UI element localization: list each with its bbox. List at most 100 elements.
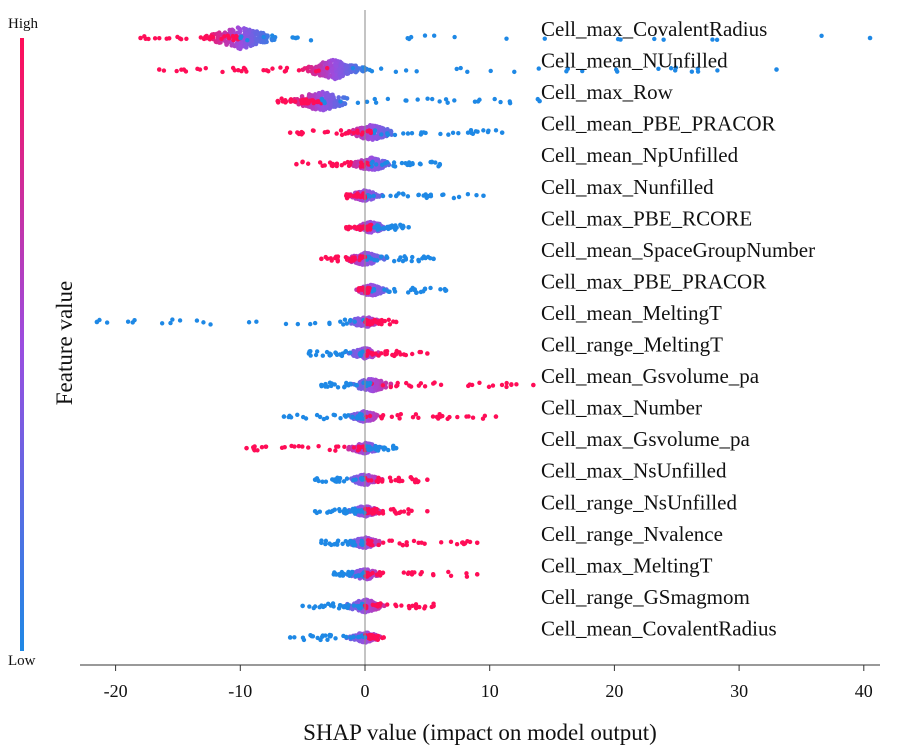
shap-point — [380, 193, 386, 199]
shap-point — [382, 445, 387, 450]
shap-point — [342, 317, 348, 322]
shap-point — [542, 36, 547, 41]
shap-point — [486, 384, 492, 390]
shap-point — [367, 285, 372, 291]
shap-point — [368, 256, 374, 261]
feature-label: Cell_max_Row — [541, 80, 674, 104]
shap-point — [373, 100, 379, 105]
shap-point — [401, 509, 407, 514]
shap-point — [467, 382, 472, 387]
shap-point — [245, 38, 250, 43]
shap-point — [357, 634, 362, 639]
shap-point — [323, 541, 328, 547]
shap-point — [580, 68, 585, 74]
shap-point — [339, 162, 344, 168]
shap-point — [303, 416, 309, 421]
shap-point — [333, 448, 338, 453]
shap-point — [327, 73, 333, 78]
shap-point — [414, 290, 419, 296]
shap-point — [472, 99, 478, 104]
shap-point — [246, 320, 252, 325]
x-tick-label: 0 — [361, 681, 370, 701]
shap-point — [312, 320, 318, 326]
shap-point — [159, 321, 165, 326]
shap-point — [490, 383, 496, 388]
shap-point — [413, 602, 419, 607]
shap-point — [317, 414, 323, 420]
shap-point — [338, 99, 343, 104]
shap-point — [430, 96, 435, 102]
shap-point — [174, 68, 179, 74]
shap-point — [443, 97, 449, 102]
feature-label: Cell_max_PBE_RCORE — [541, 206, 752, 230]
shap-point — [710, 37, 715, 42]
shap-point — [400, 191, 406, 196]
shap-point — [425, 96, 430, 101]
shap-point — [324, 65, 330, 71]
shap-point — [373, 447, 378, 452]
shap-point — [317, 160, 323, 165]
shap-point — [356, 444, 361, 449]
shap-point — [332, 507, 337, 512]
shap-point — [369, 123, 375, 129]
shap-point — [481, 193, 486, 199]
shap-point — [437, 412, 442, 417]
shap-point — [369, 538, 374, 544]
shap-point — [423, 130, 428, 136]
shap-point — [388, 193, 393, 198]
shap-point — [399, 160, 405, 166]
shap-point — [316, 478, 321, 484]
shap-point — [363, 573, 368, 579]
shap-point — [774, 67, 779, 72]
shap-point — [315, 635, 320, 641]
shap-point — [340, 351, 345, 356]
shap-point — [380, 570, 386, 575]
x-axis: -20 -10 0 10 20 30 40 SHAP value (impact on mo… — [80, 664, 880, 745]
shap-point — [331, 572, 337, 577]
shap-point — [319, 96, 325, 102]
shap-point — [341, 322, 346, 327]
shap-point — [416, 415, 421, 421]
shap-point — [355, 603, 360, 609]
shap-point — [260, 39, 266, 45]
shap-point — [565, 66, 571, 71]
shap-point — [385, 224, 390, 230]
shap-point — [405, 571, 411, 577]
shap-point — [308, 38, 314, 43]
shap-point — [340, 541, 345, 547]
shap-point — [375, 227, 380, 232]
shap-point — [410, 415, 416, 420]
shap-point — [132, 317, 137, 323]
shap-point — [255, 38, 260, 44]
shap-point — [391, 160, 397, 165]
shap-point — [344, 70, 349, 75]
shap-point — [270, 66, 275, 71]
shap-point — [347, 350, 353, 355]
shap-point — [201, 320, 206, 325]
shap-point — [348, 635, 354, 640]
shap-point — [368, 388, 374, 393]
shap-point — [393, 352, 399, 357]
shap-point — [342, 413, 347, 418]
shap-point — [409, 131, 415, 136]
shap-point — [322, 130, 327, 135]
shap-point — [278, 65, 283, 70]
shap-point — [323, 381, 328, 387]
shap-point — [197, 67, 203, 72]
shap-point — [333, 636, 338, 641]
shap-point — [244, 31, 249, 37]
shap-point — [353, 477, 358, 482]
shap-point — [387, 322, 393, 327]
shap-point — [259, 445, 265, 450]
shap-point — [474, 192, 479, 198]
shap-point — [366, 478, 371, 483]
shap-point — [504, 384, 509, 390]
shap-point — [408, 287, 414, 293]
shap-point — [312, 508, 318, 514]
shap-point — [320, 105, 325, 111]
shap-point — [437, 161, 443, 167]
shap-point — [325, 256, 330, 261]
shap-point — [244, 445, 249, 451]
shap-point — [327, 447, 332, 453]
shap-point — [306, 445, 311, 450]
